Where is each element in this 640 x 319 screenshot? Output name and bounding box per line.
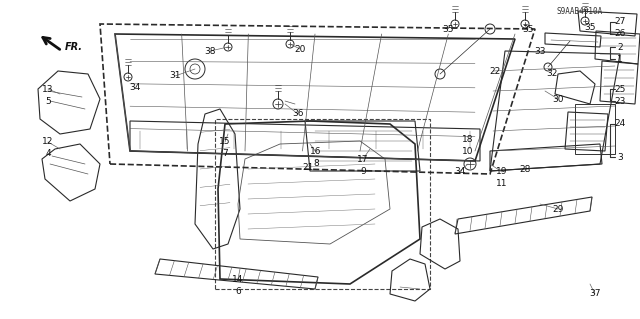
Text: 28: 28 (519, 165, 531, 174)
Text: 27: 27 (614, 18, 626, 26)
Text: 29: 29 (552, 204, 564, 213)
Text: 25: 25 (614, 85, 626, 93)
Text: 22: 22 (490, 66, 500, 76)
Text: 15: 15 (220, 137, 231, 146)
Text: 31: 31 (169, 71, 180, 80)
Text: 10: 10 (462, 146, 474, 155)
Text: 26: 26 (614, 29, 626, 39)
Text: 6: 6 (235, 286, 241, 295)
Text: 11: 11 (496, 180, 508, 189)
Text: 35: 35 (584, 23, 596, 32)
Text: 34: 34 (454, 167, 466, 175)
Text: 21: 21 (302, 162, 314, 172)
Text: 36: 36 (292, 109, 304, 118)
Text: 16: 16 (310, 147, 322, 157)
Text: 18: 18 (462, 135, 474, 144)
Text: 30: 30 (552, 94, 564, 103)
Text: 24: 24 (614, 120, 626, 129)
Text: 8: 8 (313, 160, 319, 168)
Text: 19: 19 (496, 167, 508, 176)
Text: 5: 5 (45, 97, 51, 106)
Text: 13: 13 (42, 85, 54, 93)
Text: 9: 9 (360, 167, 366, 175)
Text: 20: 20 (294, 44, 306, 54)
Text: 32: 32 (547, 70, 557, 78)
Text: 35: 35 (442, 25, 454, 33)
Text: 34: 34 (129, 83, 141, 92)
Text: 1: 1 (617, 55, 623, 63)
Text: 14: 14 (232, 275, 244, 284)
Text: 3: 3 (617, 152, 623, 161)
Text: 33: 33 (534, 47, 546, 56)
Text: 17: 17 (357, 154, 369, 164)
Text: 23: 23 (614, 97, 626, 106)
Text: 38: 38 (204, 47, 216, 56)
Text: 37: 37 (589, 290, 601, 299)
Text: S9AAB4910A: S9AAB4910A (557, 6, 603, 16)
Text: 4: 4 (45, 150, 51, 159)
Text: FR.: FR. (65, 42, 83, 52)
Text: 7: 7 (222, 150, 228, 159)
Text: 35: 35 (522, 25, 534, 33)
Text: 2: 2 (617, 42, 623, 51)
Text: 12: 12 (42, 137, 54, 146)
